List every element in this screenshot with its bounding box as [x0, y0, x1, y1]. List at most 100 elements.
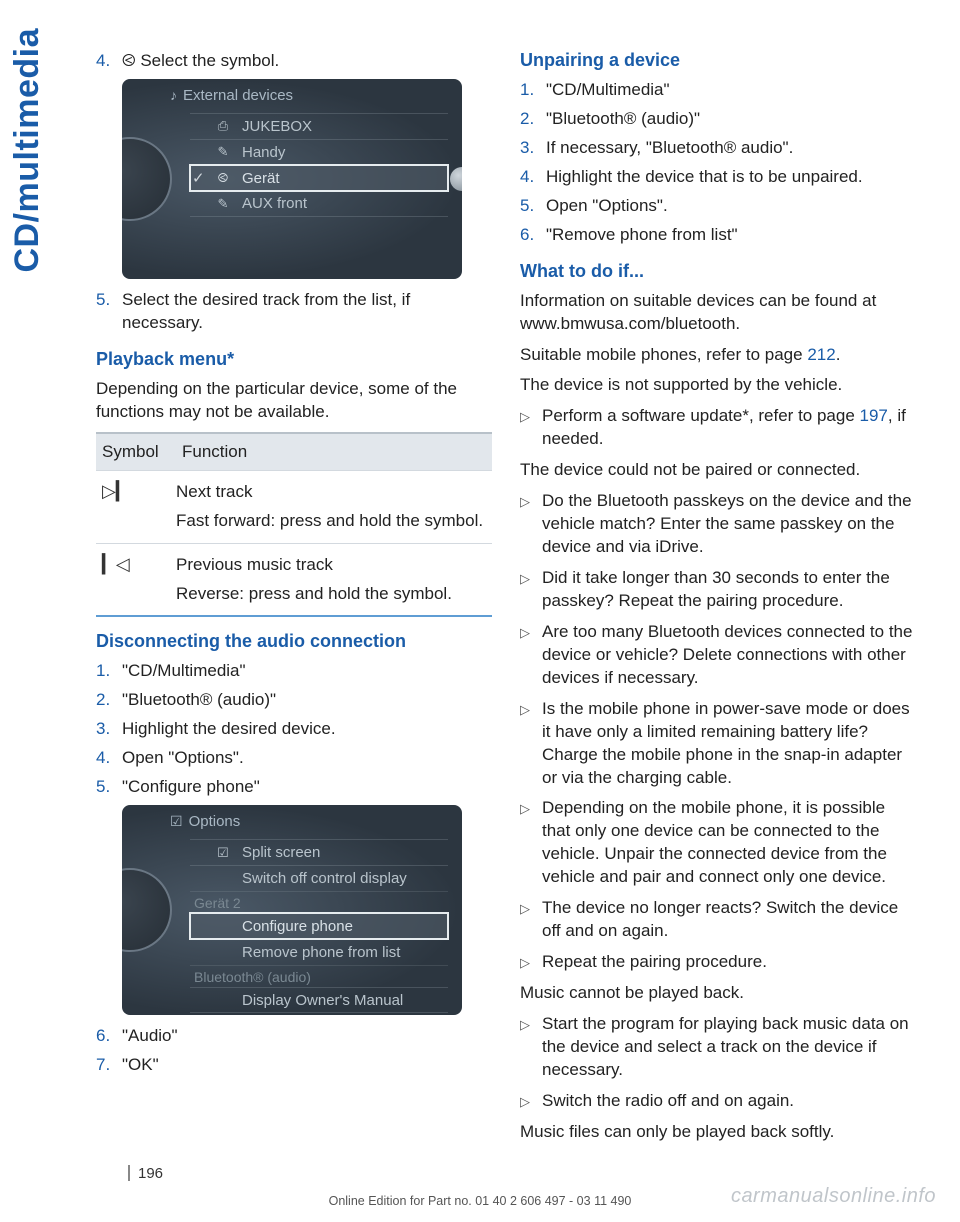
paragraph: Music files can only be played back soft…: [520, 1121, 916, 1144]
shot-row-gerat: ✓⧀Gerät: [190, 165, 448, 191]
triangle-icon: ▷: [520, 951, 542, 974]
screenshot-external-devices: ♪External devices ⎙JUKEBOX ✎Handy ✓⧀Gerä…: [122, 79, 462, 279]
idrive-dial-icon: [122, 137, 172, 221]
bullet-text: The device no longer reacts? Switch the …: [542, 897, 916, 943]
step-number: 6.: [96, 1025, 122, 1048]
watermark: carmanualsonline.info: [731, 1185, 936, 1208]
triangle-icon: ▷: [520, 1013, 542, 1082]
step-number: 4.: [96, 50, 122, 73]
bullet-text: Perform a software update*, refer to pag…: [542, 405, 916, 451]
list-item: 6."Remove phone from list": [520, 224, 916, 247]
paragraph: The device could not be paired or connec…: [520, 459, 916, 482]
bullet-text: Repeat the pairing procedure.: [542, 951, 916, 974]
bullet-item: ▷Did it take longer than 30 seconds to e…: [520, 567, 916, 613]
step-number: 1.: [96, 660, 122, 683]
triangle-icon: ▷: [520, 698, 542, 790]
bullet-item: ▷Is the mobile phone in power-save mode …: [520, 698, 916, 790]
shot-subheading: Gerät 2: [190, 891, 448, 913]
step-number: 6.: [520, 224, 546, 247]
triangle-icon: ▷: [520, 1090, 542, 1113]
triangle-icon: ▷: [520, 405, 542, 451]
playback-table: Symbol Function ▷▎ Next track Fast forwa…: [96, 432, 492, 618]
shot-title-text: External devices: [183, 87, 293, 104]
triangle-icon: ▷: [520, 567, 542, 613]
next-track-icon: ▷▎: [96, 471, 176, 543]
cell-line: Next track: [176, 481, 486, 504]
text-span: Suitable mobile phones, refer to page: [520, 345, 807, 364]
left-column: 4. ⧀ Select the symbol. ♪ External device…: [96, 50, 492, 1152]
step-text: "Bluetooth® (audio)": [122, 689, 492, 712]
page-link-197[interactable]: 197: [860, 406, 888, 425]
bullet-text: Depending on the mobile phone, it is pos…: [542, 797, 916, 889]
playback-intro: Depending on the particular device, some…: [96, 378, 492, 424]
step-text: "Configure phone": [122, 776, 492, 799]
bluetooth-icon: ⧀: [212, 170, 234, 186]
bluetooth-symbol-icon: ⧀: [122, 51, 136, 70]
triangle-icon: ▷: [520, 797, 542, 889]
list-item: 4.Open "Options".: [96, 747, 492, 770]
list-item: 3.Highlight the desired device.: [96, 718, 492, 741]
list-item: 1."CD/Multimedia": [520, 79, 916, 102]
prev-track-icon: ▎◁: [96, 544, 176, 616]
heading-disconnect: Disconnecting the audio connection: [96, 631, 492, 652]
shot-row: Display Owner's Manual: [190, 987, 448, 1013]
shot-list: ⎙JUKEBOX ✎Handy ✓⧀Gerät ✎AUX front: [190, 113, 448, 217]
triangle-icon: ▷: [520, 897, 542, 943]
heading-unpair: Unpairing a device: [520, 50, 916, 71]
row-label: Configure phone: [242, 918, 353, 935]
step-number: 4.: [520, 166, 546, 189]
shot-row-handy: ✎ Handy: [190, 139, 448, 165]
phone-icon: ✎: [212, 144, 234, 160]
usb-icon: ⎙: [212, 118, 234, 134]
shot-title: ♪ External devices: [170, 87, 293, 104]
step-number: 5.: [520, 195, 546, 218]
bullet-item: ▷The device no longer reacts? Switch the…: [520, 897, 916, 943]
step-number: 7.: [96, 1054, 122, 1077]
step-number: 4.: [96, 747, 122, 770]
step-text-inner: Select the symbol.: [136, 51, 280, 70]
cell-text: Next track Fast forward: press and hold …: [176, 471, 492, 543]
step-number: 3.: [520, 137, 546, 160]
step-text: Select the desired track from the list, …: [122, 289, 492, 335]
table-row: ▎◁ Previous music track Reverse: press a…: [96, 543, 492, 616]
row-label: Switch off control display: [242, 870, 407, 887]
checkbox-icon: ☑: [212, 845, 234, 861]
dial-bead-icon: [450, 167, 462, 191]
cell-line: Fast forward: press and hold the symbol.: [176, 510, 486, 533]
step-text: If necessary, "Bluetooth® audio".: [546, 137, 916, 160]
table-row: ▷▎ Next track Fast forward: press and ho…: [96, 470, 492, 543]
step-number: 5.: [96, 776, 122, 799]
right-column: Unpairing a device 1."CD/Multimedia" 2."…: [520, 50, 916, 1152]
step-number: 1.: [520, 79, 546, 102]
step-text: Highlight the desired device.: [122, 718, 492, 741]
step-text: "Audio": [122, 1025, 492, 1048]
shot-row: Remove phone from list: [190, 939, 448, 965]
row-label: Handy: [242, 144, 285, 161]
shot-row: ☑Split screen: [190, 839, 448, 865]
step-text: "CD/Multimedia": [546, 79, 916, 102]
page-link-212[interactable]: 212: [807, 345, 835, 364]
cell-line: Reverse: press and hold the symbol.: [176, 583, 486, 606]
paragraph: Information on suitable devices can be f…: [520, 290, 916, 336]
music-icon: ♪: [170, 87, 177, 103]
shot-subheading: Bluetooth® (audio): [190, 965, 448, 987]
step-text: ⧀ Select the symbol.: [122, 50, 492, 73]
row-label: JUKEBOX: [242, 118, 312, 135]
row-label: Gerät: [242, 170, 280, 187]
heading-whattodo: What to do if...: [520, 261, 916, 282]
bullet-text: Are too many Bluetooth devices connected…: [542, 621, 916, 690]
row-label: Remove phone from list: [242, 944, 400, 961]
bullet-item: ▷Do the Bluetooth passkeys on the device…: [520, 490, 916, 559]
shot-row: Switch off control display: [190, 865, 448, 891]
shot-list: ☑Split screen Switch off control display…: [190, 839, 448, 1013]
list-item: 3.If necessary, "Bluetooth® audio".: [520, 137, 916, 160]
step-text: Highlight the device that is to be unpai…: [546, 166, 916, 189]
shot-row-configure: Configure phone: [190, 913, 448, 939]
bullet-item: ▷Are too many Bluetooth devices connecte…: [520, 621, 916, 690]
idrive-dial-icon: [122, 868, 172, 952]
paragraph: The device is not supported by the vehic…: [520, 374, 916, 397]
bullet-item: ▷Switch the radio off and on again.: [520, 1090, 916, 1113]
list-item: 2."Bluetooth® (audio)": [96, 689, 492, 712]
step-text: "OK": [122, 1054, 492, 1077]
text-span: .: [836, 345, 841, 364]
